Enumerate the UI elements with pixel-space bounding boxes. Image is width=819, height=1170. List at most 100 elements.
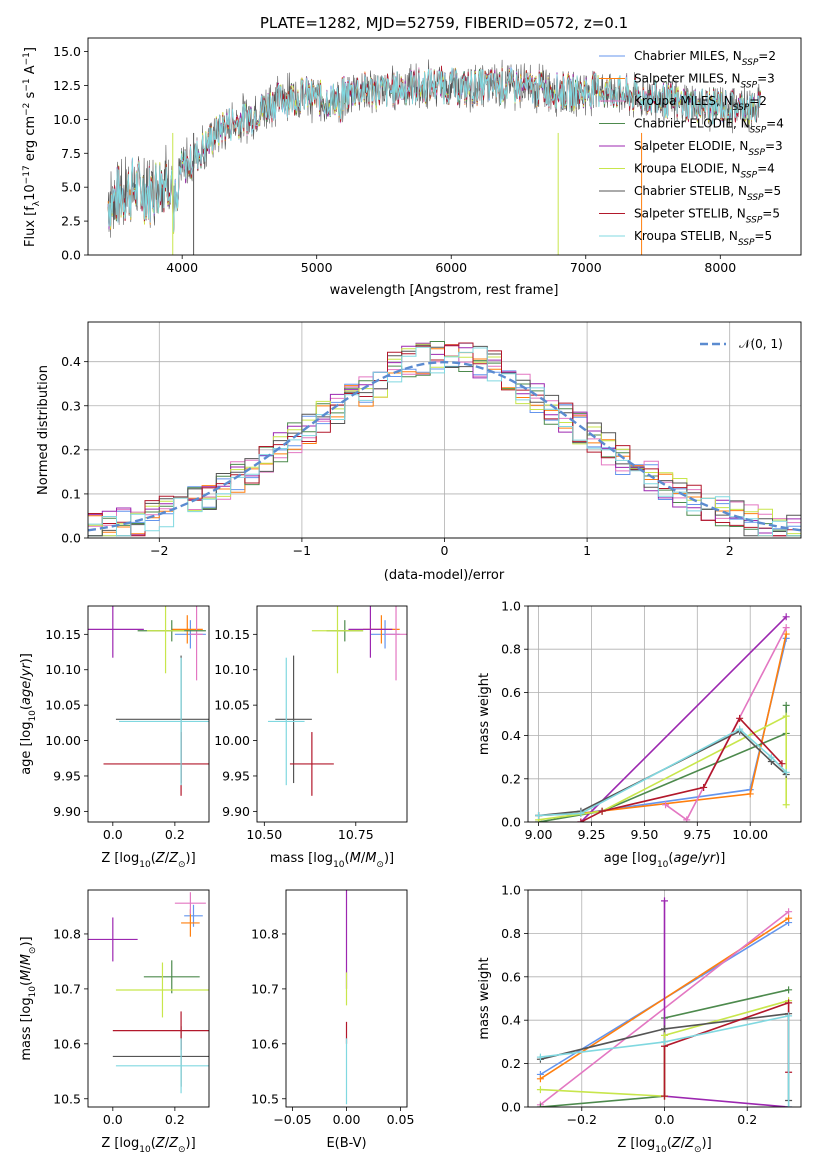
weight-vs-Z-frame	[527, 889, 802, 1108]
spectrum-axes: 4000 5000 6000 7000 8000 0.0 2.5 5.0 7.5 10.0 12.5…	[53, 37, 802, 275]
weight-vs-age-axes: 9.00 9.25 9.50 9.75 10.00 0.0 0.2 0.4 0.6 0.8 1.0	[501, 599, 802, 842]
weight-series-line	[580, 616, 787, 822]
weight-series-marker	[700, 783, 708, 791]
weight-series-marker	[767, 753, 775, 761]
weight-series-line	[538, 730, 787, 817]
y-tick-label: 10.05	[214, 698, 250, 713]
x-tick-label: −0.05	[273, 1112, 311, 1127]
weight-vs-Z-axes: −0.2 0.0 0.2 0.0 0.2 0.4 0.6 0.8 1.0	[501, 883, 802, 1127]
y-tick-label: 10.7	[251, 981, 279, 996]
age-vs-mass-x-label: mass [log10(M/M⊙)]	[270, 851, 394, 870]
y-tick-label: 10.6	[53, 1036, 81, 1051]
weight-series-marker	[662, 801, 670, 809]
age-vs-Z-axes: 0.0 0.2 9.90 9.95 10.00 10.05 10.10 10.15	[45, 605, 210, 842]
spectrum-title: PLATE=1282, MJD=52759, FIBERID=0572, z=0…	[260, 14, 628, 32]
x-tick-label: 0.2	[165, 1112, 185, 1127]
y-tick-label: 0.2	[61, 442, 81, 457]
spectrum-frame	[87, 37, 802, 256]
weight-series-line	[538, 638, 787, 817]
x-tick-label: −0.2	[567, 1112, 597, 1127]
y-tick-label: 10.5	[53, 1091, 81, 1106]
weight-series-marker	[785, 908, 793, 916]
y-tick-label: 0.8	[501, 926, 521, 941]
x-tick-label: 10.75	[338, 827, 374, 842]
y-tick-label: 0.4	[501, 1013, 521, 1028]
age-vs-mass-axes: 10.50 10.75 9.90 9.95 10.00 10.05 10.10 10.15	[214, 605, 408, 842]
y-tick-label: 0.6	[501, 969, 521, 984]
histogram-series-step	[88, 344, 801, 537]
spectrum-x-label: wavelength [Angstrom, rest frame]	[330, 283, 559, 298]
weight-series-marker	[661, 1025, 668, 1033]
weight-series-line	[540, 1014, 790, 1107]
y-tick-label: 9.90	[53, 804, 81, 819]
y-tick-label: 10.15	[214, 627, 250, 642]
residuals-axes: −2 −1 0 1 2 0.0 0.1 0.2 0.3 0.4	[61, 321, 802, 558]
x-tick-label: −2	[150, 543, 168, 558]
y-tick-label: 10.8	[251, 926, 279, 941]
weight-vs-age-y-label: mass weight	[477, 673, 492, 755]
legend-entry-label: Chabrier STELIB, NSSP=5	[634, 184, 781, 203]
weight-series-marker	[736, 714, 744, 722]
y-tick-label: 0.0	[501, 815, 521, 830]
x-tick-label: 5000	[301, 260, 333, 275]
x-tick-label: 1	[583, 543, 591, 558]
weight-series-marker	[785, 914, 793, 922]
histogram-series-step	[88, 342, 801, 537]
weight-vs-Z-plot-area	[536, 897, 793, 1107]
weight-series-line	[538, 633, 787, 817]
x-tick-label: 0.0	[655, 1112, 675, 1127]
weight-series-marker	[536, 1103, 544, 1107]
weight-series-marker	[661, 897, 668, 905]
x-tick-label: 4000	[166, 260, 198, 275]
y-tick-label: 10.10	[214, 662, 250, 677]
age-vs-Z-x-label: Z [log10(Z/Z⊙)]	[101, 851, 195, 870]
y-tick-label: 10.7	[53, 981, 81, 996]
x-tick-label: 9.75	[683, 827, 711, 842]
x-tick-label: 0.2	[737, 1112, 757, 1127]
mass-vs-ebv-x-label: E(B-V)	[326, 1136, 366, 1151]
y-tick-label: 0.0	[501, 1100, 521, 1115]
x-tick-label: 10.00	[732, 827, 768, 842]
residuals-plot-area	[88, 341, 801, 537]
y-tick-label: 0.8	[501, 642, 521, 657]
weight-series-marker	[782, 712, 790, 720]
y-tick-label: 9.90	[222, 804, 250, 819]
legend-entry-label: Salpeter STELIB, NSSP=5	[634, 207, 780, 226]
legend-entry-label: Kroupa MILES, NSSP=2	[634, 94, 767, 113]
normal-reference-curve	[88, 360, 801, 532]
weight-series-marker	[536, 1053, 544, 1061]
y-tick-label: 12.5	[53, 78, 81, 93]
spectrum-legend: Chabrier MILES, NSSP=2 Salpeter MILES, NS…	[599, 49, 784, 248]
legend-entry-label: Kroupa ELODIE, NSSP=4	[634, 162, 775, 181]
weight-series-marker	[661, 1031, 668, 1039]
y-tick-label: 0.2	[501, 771, 521, 786]
y-tick-label: 10.5	[251, 1091, 279, 1106]
spectrum-plot-area	[107, 59, 761, 255]
weight-series-marker	[785, 999, 793, 1007]
y-tick-label: 5.0	[61, 180, 81, 195]
weight-vs-Z-y-label: mass weight	[477, 957, 492, 1039]
spectrum-series-line	[107, 67, 761, 233]
weight-series-marker	[778, 760, 786, 768]
y-tick-label: 1.0	[501, 599, 521, 614]
mass-vs-ebv-axes: −0.05 0.00 0.05 10.5 10.6 10.7 10.8	[251, 889, 414, 1127]
x-tick-label: 8000	[704, 260, 736, 275]
legend-entry-label: Salpeter MILES, NSSP=3	[634, 72, 775, 91]
y-tick-label: 0.6	[501, 685, 521, 700]
mass-vs-ebv-frame	[285, 889, 408, 1108]
x-tick-label: 2	[726, 543, 734, 558]
y-tick-label: 0.0	[61, 248, 81, 263]
y-tick-label: 0.0	[61, 531, 81, 546]
y-tick-label: 10.8	[53, 926, 81, 941]
age-vs-mass-frame	[256, 605, 408, 823]
y-tick-label: 10.0	[53, 112, 81, 127]
x-tick-label: 9.50	[630, 827, 658, 842]
weight-series-marker	[577, 818, 585, 822]
age-vs-Z-plot-area	[88, 606, 209, 796]
age-vs-mass-plot-area	[267, 606, 407, 796]
y-tick-label: 0.2	[501, 1056, 521, 1071]
x-tick-label: 10.50	[246, 827, 282, 842]
weight-series-marker	[785, 986, 793, 994]
weight-series-line	[665, 627, 787, 821]
age-vs-Z-frame	[87, 605, 210, 823]
